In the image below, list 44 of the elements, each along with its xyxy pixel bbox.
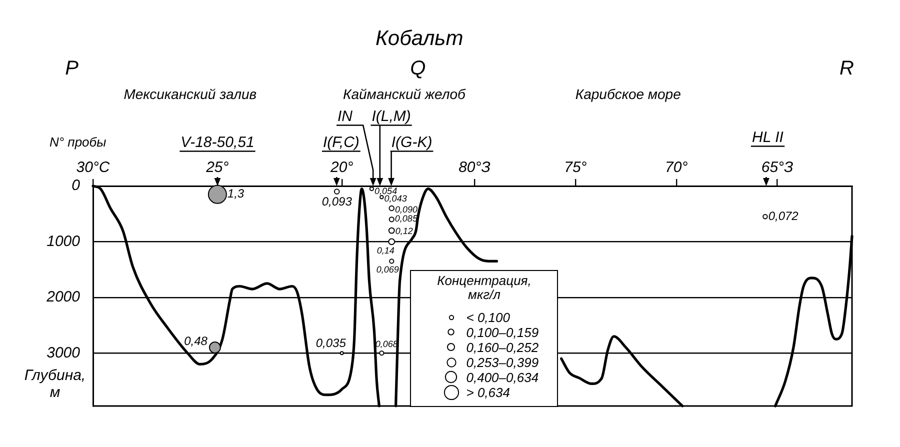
data-label: 0,093 <box>322 194 352 208</box>
data-label: 0,12 <box>395 226 413 236</box>
legend-label: 0,100–0,159 <box>466 324 539 340</box>
text: I(G-K) <box>391 134 432 152</box>
data-label: 0,072 <box>768 208 799 223</box>
y-tick-label: 3000 <box>46 344 81 362</box>
data-label: 0,043 <box>384 194 407 204</box>
x-tick-label: 25° <box>205 159 229 176</box>
legend-label: < 0,100 <box>466 310 510 325</box>
legend-title: Концентрация, мкг/л <box>436 272 532 302</box>
x2-tick-label: 75° <box>564 159 587 176</box>
legend-label: > 0,634 <box>466 384 510 400</box>
text: Карибское море <box>575 86 682 102</box>
legend-label: 0,253–0,399 <box>466 354 539 370</box>
data-label: 0,054 <box>374 186 398 196</box>
text: IN <box>337 108 353 126</box>
y-axis-title: Глубина, м <box>24 367 86 402</box>
data-label: 0,48 <box>184 334 208 348</box>
text: Мексиканский залив <box>124 86 257 102</box>
data-label: 0,035 <box>316 336 346 350</box>
x2-tick-label: 80°З <box>458 159 490 176</box>
x2-tick-label: 65°З <box>761 159 794 176</box>
text: Кайманский желоб <box>342 86 467 102</box>
x-tick-label: 30°С <box>76 159 110 176</box>
text: Q <box>410 58 426 80</box>
text: V-18-50,51 <box>180 134 254 152</box>
data-label: 0,069 <box>376 264 399 274</box>
text: HL II <box>752 129 784 146</box>
y-tick-label: 1000 <box>46 232 81 250</box>
text: I(L,M) <box>372 108 411 126</box>
y-tick-label: 2000 <box>46 288 81 306</box>
legend-label: 0,160–0,252 <box>466 340 539 355</box>
x-tick-label: 20° <box>330 159 354 176</box>
y-tick-label: 0 <box>72 177 81 194</box>
data-label: 0,090 <box>394 204 418 214</box>
data-label: 1,3 <box>227 186 244 201</box>
x2-tick-label: 70° <box>665 159 688 176</box>
chart-title: Кобальт <box>376 26 464 50</box>
text: R <box>839 58 854 80</box>
legend-label: 0,400–0,634 <box>466 370 539 385</box>
data-label: 0,14 <box>376 246 394 256</box>
text: N° пробы <box>49 134 107 150</box>
text: I(F,C) <box>323 134 360 152</box>
text: P <box>65 58 80 80</box>
